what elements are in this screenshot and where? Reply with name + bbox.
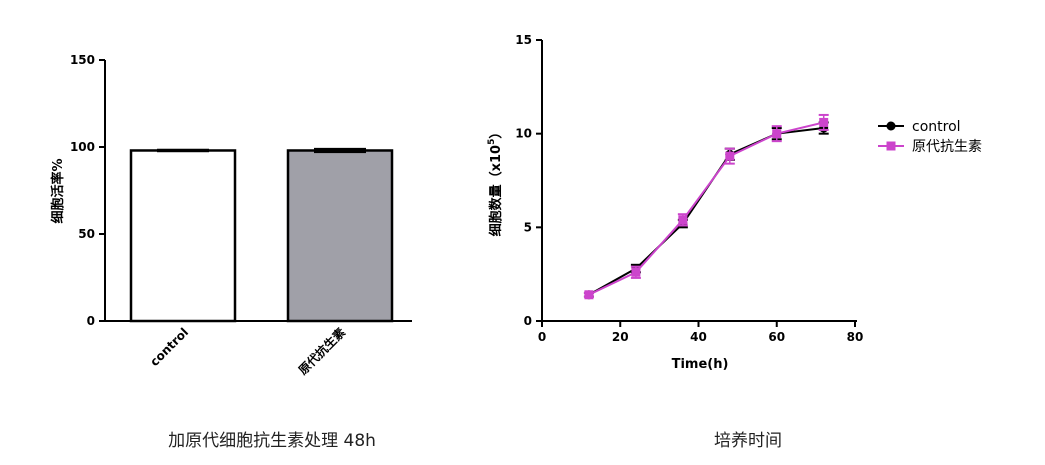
bar-chart-caption: 加原代细胞抗生素处理 48h	[168, 431, 376, 451]
series-1-point-3	[725, 151, 735, 161]
series-1-point-5	[819, 117, 829, 127]
line-series-group	[583, 113, 829, 300]
series-1-point-2	[678, 215, 688, 225]
bar-x-tick-labels: control 原代抗生素	[147, 325, 348, 378]
line-y-tick-label-0: 0	[524, 314, 532, 328]
bar-y-tick-label-0: 0	[87, 314, 95, 328]
bar-0	[129, 149, 237, 323]
bar-y-ticks: 0 50 100 150	[70, 53, 105, 328]
legend-marker-1	[886, 141, 896, 151]
bar-y-tick-label-2: 100	[70, 140, 95, 154]
line-legend: control 原代抗生素	[878, 119, 982, 155]
bar-x-tick-label-1: 原代抗生素	[295, 325, 348, 378]
line-chart-caption: 培养时间	[714, 431, 782, 451]
bar-y-tick-label-1: 50	[78, 227, 95, 241]
line-x-tick-label-2: 40	[690, 330, 707, 344]
line-y-tick-label-2: 10	[515, 127, 532, 141]
bar-y-axis-label: 细胞活率%	[50, 158, 66, 223]
line-x-tick-label-3: 60	[768, 330, 785, 344]
bar-x-tick-label-0: control	[147, 325, 191, 369]
line-y-axis-label: 细胞数量（x105）	[487, 126, 504, 237]
line-y-ticks: 0 5 10 15	[515, 33, 542, 328]
series-1-point-1	[631, 267, 641, 277]
series-1	[583, 113, 829, 300]
series-1-line	[588, 121, 824, 296]
line-x-axis-label: Time(h)	[672, 357, 729, 372]
line-y-tick-label-3: 15	[515, 33, 532, 47]
line-y-tick-label-1: 5	[524, 220, 532, 234]
series-1-point-4	[772, 129, 782, 139]
bar-1	[286, 149, 394, 323]
line-y-axis-label-main: 细胞数量（x10	[488, 145, 504, 236]
bar-error-0	[157, 148, 209, 153]
line-x-ticks: 0 20 40 60 80	[538, 321, 864, 344]
line-y-axis-label-exponent: 5	[487, 139, 497, 145]
line-x-tick-label-0: 0	[538, 330, 546, 344]
line-y-axis-label-close: ）	[488, 126, 504, 139]
viability-bar-chart: 0 50 100 150 control 原代抗生素 细胞活率% 加原代细胞抗生素处理 …	[50, 53, 412, 451]
series-0	[583, 121, 829, 300]
legend-marker-0	[886, 121, 896, 131]
legend-item-0: control	[878, 119, 961, 135]
legend-item-1: 原代抗生素	[878, 139, 982, 155]
bar-y-tick-label-3: 150	[70, 53, 95, 67]
series-0-line	[588, 127, 824, 296]
legend-label-0: control	[912, 119, 961, 135]
bar-error-1	[314, 147, 366, 154]
line-x-tick-label-4: 80	[847, 330, 864, 344]
series-1-point-0	[584, 290, 594, 300]
line-x-tick-label-1: 20	[612, 330, 629, 344]
bar-series	[129, 147, 394, 323]
legend-label-1: 原代抗生素	[912, 139, 982, 155]
